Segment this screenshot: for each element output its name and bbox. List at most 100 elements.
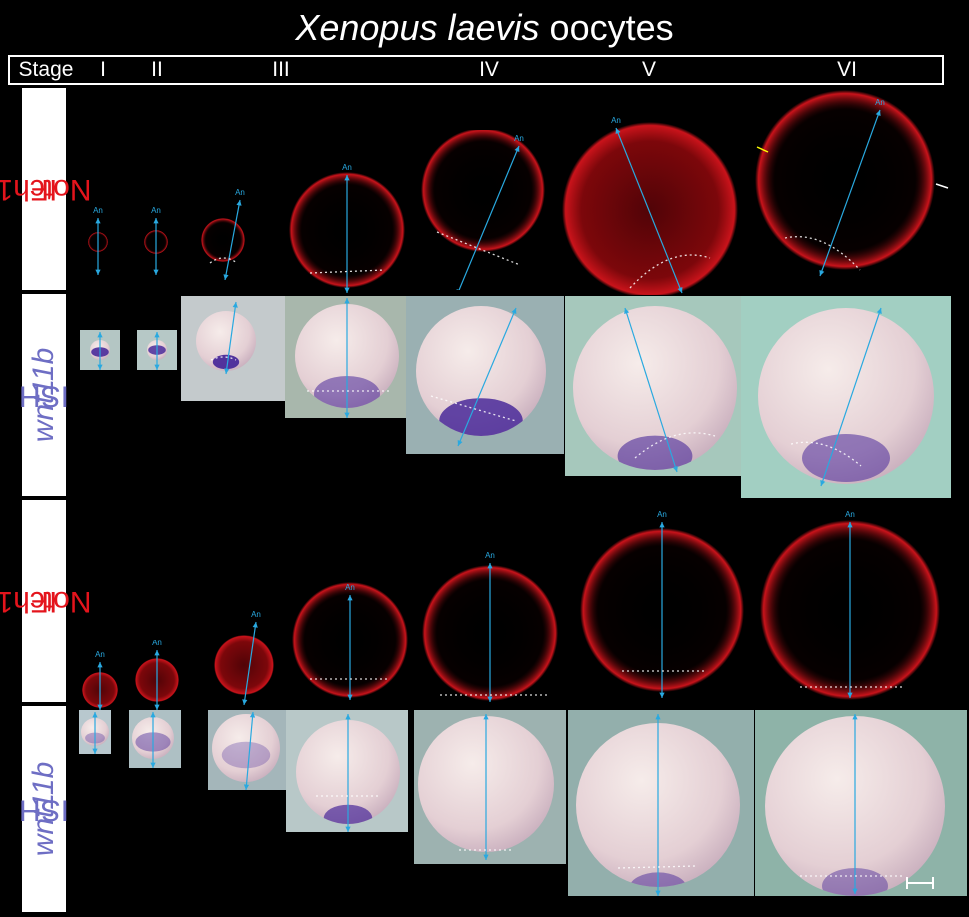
stage-label-6: VI [837, 58, 857, 81]
an-label: An [342, 163, 352, 172]
if-bot-stage3: An [210, 610, 285, 705]
if-bot-stage4: An [290, 580, 415, 700]
scale-bar [906, 877, 934, 889]
if-top-stage5: An [415, 130, 555, 290]
an-label: An [152, 640, 162, 647]
an-veg-axis-arrow [154, 332, 160, 370]
stage-header-label: Stage [18, 58, 74, 81]
an-veg-axis-arrow: An [95, 650, 105, 710]
oocyte-if [201, 218, 245, 262]
wnt11b-stain [221, 741, 271, 769]
white-arrow [935, 183, 949, 189]
an-label: An [345, 583, 355, 592]
ish-bot-stage6 [568, 710, 754, 896]
an-veg-axis-arrow: An [345, 583, 355, 700]
ish-top-stage3 [181, 296, 286, 401]
ish-top-stage6 [565, 296, 742, 476]
ish-top-stage7 [741, 296, 951, 498]
row-label-notch1-top: Notch1 IF [0, 88, 92, 290]
wnt11b-stain [212, 354, 240, 370]
wnt11b-stain [439, 398, 523, 436]
wnt11b-stain [617, 435, 693, 470]
veg-boundary [209, 257, 238, 264]
stage-label-2: II [151, 58, 163, 81]
an-label: An [151, 206, 161, 215]
stage-label-1: I [100, 58, 106, 81]
an-label: An [845, 510, 855, 519]
an-label: An [875, 98, 885, 107]
if-top-stage2: An [135, 200, 180, 280]
an-veg-axis-arrow: An [152, 640, 162, 710]
stage-label-3: III [272, 58, 290, 81]
title-rest: oocytes [549, 7, 674, 48]
an-veg-axis-arrow [224, 301, 238, 375]
oocyte-ish [196, 311, 256, 371]
ish-top-stage5 [406, 296, 564, 454]
an-label: An [95, 650, 105, 659]
row-label-wnt11b-top: wnt11b ISH [19, 294, 69, 496]
row-label-wnt11b-bottom: wnt11b ISH [19, 706, 69, 912]
if-top-stage6: An [560, 110, 740, 295]
ish-bot-stage3 [208, 710, 286, 790]
if-bot-stage1: An [80, 650, 120, 710]
ish-bot-stage7 [755, 710, 967, 896]
veg-boundary [617, 865, 697, 869]
an-label: An [251, 610, 261, 619]
an-label: An [93, 206, 103, 215]
an-veg-axis-arrow [344, 298, 350, 418]
an-veg-axis-arrow: An [845, 510, 855, 698]
if-bot-stage7: An [755, 510, 965, 700]
an-veg-axis-arrow [150, 712, 156, 768]
oocyte-ish [212, 714, 280, 782]
an-veg-axis-arrow: An [657, 510, 667, 698]
oocyte-ish [416, 306, 546, 436]
an-veg-axis-arrow: An [819, 98, 885, 277]
if-bot-stage5: An [420, 545, 565, 705]
an-veg-axis-arrow: An [611, 116, 683, 294]
an-veg-axis-arrow: An [151, 206, 161, 275]
an-veg-axis-arrow [243, 711, 256, 790]
oocyte-if [562, 122, 738, 295]
oocyte-if [755, 90, 935, 270]
an-veg-axis-arrow [345, 714, 351, 832]
stage-label-4: IV [479, 58, 499, 81]
an-veg-axis-arrow: An [485, 551, 495, 702]
an-veg-axis-arrow [624, 307, 678, 473]
row-label-notch1-bottom: Notch1 IF [0, 500, 92, 702]
an-veg-axis-arrow [97, 332, 103, 370]
figure-title: Xenopus laevis oocytes [0, 6, 969, 50]
an-veg-axis-arrow: An [342, 163, 352, 293]
yellow-arrow [756, 146, 769, 153]
if-top-stage1: An [80, 200, 120, 280]
an-veg-axis-arrow: An [242, 610, 261, 705]
an-label: An [485, 551, 495, 560]
stage-header-box [8, 55, 944, 85]
ish-top-stage2 [137, 330, 177, 370]
if-top-stage4: An [285, 160, 405, 295]
an-veg-axis-arrow [852, 714, 858, 894]
oocyte-if [214, 635, 274, 695]
an-veg-axis-arrow [457, 307, 517, 447]
veg-boundary [634, 432, 716, 459]
an-veg-axis-arrow: An [93, 206, 103, 275]
ish-bot-stage2 [129, 710, 181, 768]
ish-bot-stage4 [286, 710, 408, 832]
ish-bot-stage5 [414, 710, 566, 864]
ish-top-stage4 [285, 296, 407, 418]
an-veg-axis-arrow: An [223, 188, 245, 280]
an-veg-axis-arrow [92, 712, 98, 754]
oocyte-if [421, 130, 545, 252]
species-name: Xenopus laevis [295, 7, 540, 48]
veg-boundary [790, 441, 862, 467]
an-veg-axis-arrow [820, 307, 882, 487]
if-top-stage7: An [740, 90, 969, 290]
oocyte-ish [573, 306, 737, 470]
if-bot-stage2: An [133, 640, 181, 710]
ish-bot-stage1 [79, 710, 111, 754]
an-label: An [611, 116, 621, 125]
an-veg-axis-arrow [655, 714, 661, 896]
wnt11b-stain [629, 872, 687, 887]
an-label: An [235, 188, 245, 197]
if-top-stage3: An [195, 185, 265, 280]
